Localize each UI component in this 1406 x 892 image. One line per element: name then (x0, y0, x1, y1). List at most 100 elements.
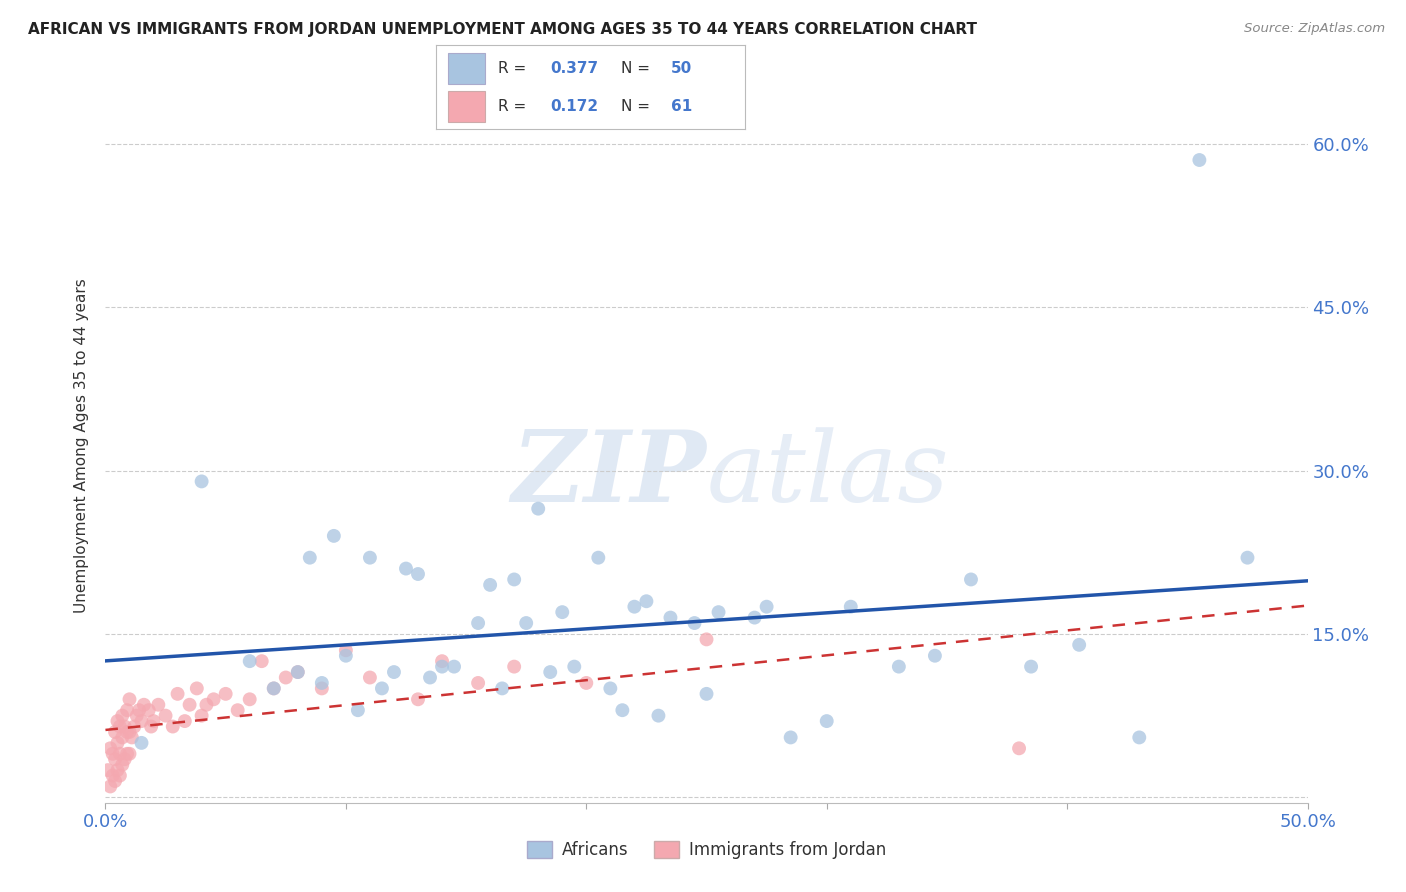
Point (779, 731, 801, 745)
Point (479, 578, 502, 592)
Point (142, 714, 165, 728)
Text: 50: 50 (671, 61, 692, 76)
Point (683, 615, 706, 630)
Point (359, 671, 381, 685)
Point (551, 605, 574, 619)
Point (588, 550, 610, 565)
Text: N =: N = (621, 99, 651, 114)
FancyBboxPatch shape (449, 54, 485, 84)
Point (527, 501, 550, 516)
Point (503, 659, 526, 673)
Point (132, 698, 155, 712)
Point (467, 676, 489, 690)
Point (359, 550, 381, 565)
Point (1236, 550, 1258, 565)
Text: R =: R = (498, 61, 526, 76)
Point (1008, 741, 1031, 756)
Point (744, 610, 766, 624)
Point (960, 573, 983, 587)
Point (98, 741, 121, 756)
Point (503, 573, 526, 587)
Point (166, 687, 188, 701)
Text: 0.377: 0.377 (550, 61, 599, 76)
Point (419, 671, 441, 685)
Point (173, 714, 195, 728)
Point (155, 708, 177, 723)
Point (515, 615, 537, 630)
Point (239, 692, 262, 706)
Text: 61: 61 (671, 99, 692, 114)
Point (104, 752, 127, 766)
Point (815, 714, 838, 728)
Point (107, 714, 129, 728)
Point (287, 665, 309, 679)
Point (118, 692, 141, 706)
Legend: Africans, Immigrants from Jordan: Africans, Immigrants from Jordan (520, 834, 893, 866)
Point (371, 681, 394, 696)
Point (138, 703, 160, 717)
Point (108, 768, 131, 782)
Point (707, 605, 730, 619)
Point (108, 720, 131, 734)
Point (118, 747, 141, 761)
Point (287, 665, 309, 679)
Point (111, 708, 134, 723)
Point (623, 599, 645, 614)
Point (101, 747, 124, 761)
Text: N =: N = (621, 61, 651, 76)
Point (118, 725, 141, 739)
Point (636, 594, 658, 608)
Point (538, 665, 561, 679)
Point (115, 703, 138, 717)
Text: AFRICAN VS IMMIGRANTS FROM JORDAN UNEMPLOYMENT AMONG AGES 35 TO 44 YEARS CORRELA: AFRICAN VS IMMIGRANTS FROM JORDAN UNEMPL… (28, 22, 977, 37)
Point (467, 615, 489, 630)
Point (491, 681, 513, 696)
Point (162, 720, 184, 734)
Point (239, 654, 262, 668)
Point (1069, 638, 1091, 652)
Point (430, 654, 453, 668)
Point (131, 714, 153, 728)
Point (311, 676, 333, 690)
Y-axis label: Unemployment Among Ages 35 to 44 years: Unemployment Among Ages 35 to 44 years (75, 278, 90, 614)
Text: ZIP: ZIP (512, 426, 707, 523)
FancyBboxPatch shape (449, 91, 485, 121)
Point (97, 763, 120, 777)
Point (406, 692, 429, 706)
Point (430, 659, 453, 673)
Point (263, 681, 285, 696)
Point (599, 681, 621, 696)
Point (195, 698, 218, 712)
Point (190, 708, 212, 723)
Point (395, 561, 418, 575)
Point (924, 648, 946, 663)
Point (186, 681, 208, 696)
Point (104, 725, 127, 739)
Point (121, 731, 143, 745)
Point (659, 610, 682, 624)
Point (1128, 731, 1150, 745)
Point (322, 529, 344, 543)
Point (114, 720, 136, 734)
Point (148, 698, 170, 712)
Point (443, 659, 465, 673)
Text: Source: ZipAtlas.com: Source: ZipAtlas.com (1244, 22, 1385, 36)
Point (104, 774, 127, 789)
Point (214, 687, 236, 701)
Point (226, 703, 249, 717)
Text: R =: R = (498, 99, 526, 114)
Point (382, 665, 405, 679)
Text: 0.172: 0.172 (550, 99, 599, 114)
Point (647, 708, 669, 723)
Point (111, 757, 134, 772)
Point (696, 632, 718, 647)
Point (347, 703, 370, 717)
Point (274, 671, 297, 685)
Point (124, 720, 146, 734)
Point (108, 747, 131, 761)
Point (755, 599, 778, 614)
Point (887, 659, 910, 673)
Point (406, 567, 429, 582)
Point (250, 654, 273, 668)
Point (263, 681, 285, 696)
